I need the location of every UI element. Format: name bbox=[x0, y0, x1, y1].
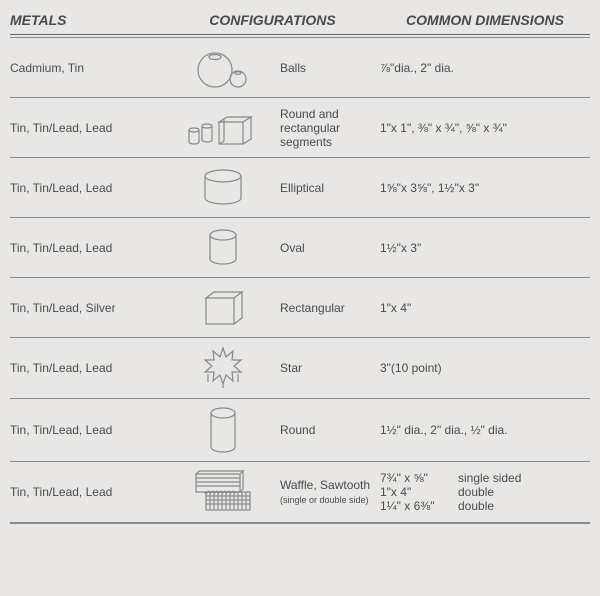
dims-cell: 1½"x 3" bbox=[380, 241, 590, 255]
dim-a: 1¼" x 6⅜" bbox=[380, 499, 444, 513]
table-row: Tin, Tin/Lead, Lead Round 1½" dia., 2" d… bbox=[10, 399, 590, 462]
footer-rule bbox=[10, 523, 590, 524]
config-cell: Star bbox=[280, 361, 380, 375]
config-cell: Oval bbox=[280, 241, 380, 255]
segments-icon bbox=[165, 106, 280, 150]
dim-a: 1"x 4" bbox=[380, 485, 444, 499]
header-rule-1 bbox=[10, 34, 590, 35]
table-row: Tin, Tin/Lead, Lead Round and rectangula… bbox=[10, 98, 590, 158]
dims-cell: 7¾" x ⅝" single sided 1"x 4" double 1¼" x … bbox=[380, 471, 590, 513]
metals-cell: Tin, Tin/Lead, Lead bbox=[10, 241, 165, 255]
header-dimensions: COMMON DIMENSIONS bbox=[380, 12, 590, 28]
metals-cell: Cadmium, Tin bbox=[10, 61, 165, 75]
dims-cell: 3"(10 point) bbox=[380, 361, 590, 375]
round-icon bbox=[165, 405, 280, 455]
dims-cell: 1"x 1", ⅜" x ¾", ⅝" x ¾" bbox=[380, 121, 590, 135]
elliptical-icon bbox=[165, 166, 280, 210]
config-cell: Round bbox=[280, 423, 380, 437]
dims-cell: 1½" dia., 2" dia., ½" dia. bbox=[380, 423, 590, 437]
config-cell: Rectangular bbox=[280, 301, 380, 315]
metals-cell: Tin, Tin/Lead, Silver bbox=[10, 301, 165, 315]
config-label: Waffle, Sawtooth bbox=[280, 478, 370, 492]
dim-a: 7¾" x ⅝" bbox=[380, 471, 444, 485]
dim-b: single sided bbox=[458, 471, 521, 485]
metals-cell: Tin, Tin/Lead, Lead bbox=[10, 181, 165, 195]
table-header: METALS CONFIGURATIONS COMMON DIMENSIONS bbox=[10, 12, 590, 34]
metals-cell: Tin, Tin/Lead, Lead bbox=[10, 423, 165, 437]
balls-icon bbox=[165, 46, 280, 90]
table-row: Tin, Tin/Lead, Silver Rectangular 1"x 4" bbox=[10, 278, 590, 338]
header-metals: METALS bbox=[10, 12, 165, 28]
table-row: Tin, Tin/Lead, Lead Star 3"(10 point) bbox=[10, 338, 590, 399]
config-sublabel: (single or double side) bbox=[280, 495, 369, 505]
table-row: Tin, Tin/Lead, Lead Oval 1½"x 3" bbox=[10, 218, 590, 278]
header-configurations: CONFIGURATIONS bbox=[165, 12, 380, 28]
metals-cell: Tin, Tin/Lead, Lead bbox=[10, 121, 165, 135]
metals-cell: Tin, Tin/Lead, Lead bbox=[10, 485, 165, 499]
dim-b: double bbox=[458, 485, 494, 499]
rectangular-icon bbox=[165, 286, 280, 330]
dims-cell: ⅞"dia., 2" dia. bbox=[380, 61, 590, 75]
config-cell: Elliptical bbox=[280, 181, 380, 195]
table-row: Tin, Tin/Lead, Lead Waffle, Sawtooth (si… bbox=[10, 462, 590, 523]
table-row: Cadmium, Tin Balls ⅞"dia., 2" dia. bbox=[10, 38, 590, 98]
dim-b: double bbox=[458, 499, 494, 513]
star-icon bbox=[165, 344, 280, 392]
dims-cell: 1⅝"x 3⅝", 1½"x 3" bbox=[380, 181, 590, 195]
dims-cell: 1"x 4" bbox=[380, 301, 590, 315]
config-cell: Round and rectangular segments bbox=[280, 107, 380, 149]
config-cell: Balls bbox=[280, 61, 380, 75]
waffle-icon bbox=[165, 468, 280, 516]
metals-cell: Tin, Tin/Lead, Lead bbox=[10, 361, 165, 375]
oval-icon bbox=[165, 226, 280, 270]
config-cell: Waffle, Sawtooth (single or double side) bbox=[280, 478, 380, 506]
table-row: Tin, Tin/Lead, Lead Elliptical 1⅝"x 3⅝",… bbox=[10, 158, 590, 218]
